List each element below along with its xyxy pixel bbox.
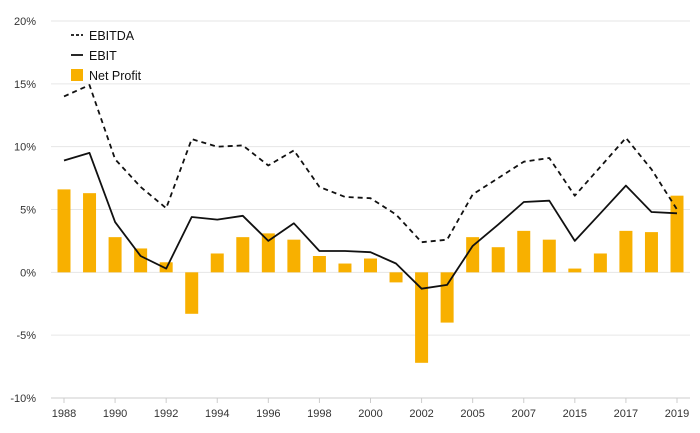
x-tick-label: 2005 xyxy=(460,408,484,420)
ebitda-line xyxy=(63,84,678,244)
y-tick-label: 20% xyxy=(14,16,36,28)
net-profit-bar xyxy=(108,237,122,273)
grid-lines xyxy=(51,20,690,336)
net-profit-bar xyxy=(338,263,352,273)
net-profit-bars xyxy=(57,189,684,363)
x-tick-label: 2000 xyxy=(358,408,382,420)
x-tick-label: 2007 xyxy=(512,408,536,420)
x-tick-label: 2015 xyxy=(563,408,587,420)
net-profit-bar xyxy=(312,255,326,273)
net-profit-bar xyxy=(261,233,275,273)
net-profit-bar xyxy=(389,272,403,283)
y-tick-label: 10% xyxy=(14,142,36,154)
legend-label-net-profit: Net Profit xyxy=(89,69,142,83)
x-tick-label: 1990 xyxy=(103,408,127,420)
net-profit-bar xyxy=(593,253,607,273)
x-tick-label: 1996 xyxy=(256,408,280,420)
y-tick-label: -10% xyxy=(10,393,36,405)
legend-label-ebitda: EBITDA xyxy=(89,29,135,43)
x-tick-label: 2017 xyxy=(614,408,638,420)
net-profit-bar xyxy=(568,268,582,273)
legend: EBITDA EBIT Net Profit xyxy=(71,29,142,83)
legend-item-net-profit: Net Profit xyxy=(71,69,142,83)
legend-item-ebit: EBIT xyxy=(71,49,117,63)
y-tick-label: 0% xyxy=(20,267,36,279)
y-axis-ticks: 20% 15% 10% 5% 0% -5% -10% xyxy=(10,16,36,405)
x-tick-label: 1992 xyxy=(154,408,178,420)
net-profit-bar xyxy=(440,272,454,323)
y-tick-label: -5% xyxy=(16,330,36,342)
net-profit-bar xyxy=(236,237,250,273)
ebit-line xyxy=(63,151,678,290)
net-profit-bar xyxy=(619,230,633,273)
net-profit-bar xyxy=(287,239,301,273)
x-tick-label: 1998 xyxy=(307,408,331,420)
net-profit-bar xyxy=(57,189,71,273)
net-profit-bar xyxy=(670,195,684,273)
net-profit-bar xyxy=(185,272,199,314)
series-lines xyxy=(63,84,678,290)
net-profit-bar xyxy=(644,232,658,273)
net-profit-bar xyxy=(415,272,429,363)
net-profit-bar xyxy=(491,247,505,273)
x-tick-label: 2002 xyxy=(409,408,433,420)
net-profit-bar xyxy=(517,230,531,273)
x-axis-ticks: 1988 1990 1992 1994 1996 1998 2000 2002 2005 2007… xyxy=(52,398,689,420)
x-tick-label: 1994 xyxy=(205,408,229,420)
net-profit-bar xyxy=(364,258,377,273)
net-profit-bar xyxy=(134,248,148,273)
y-tick-label: 15% xyxy=(14,79,36,91)
net-profit-bar xyxy=(542,239,556,273)
net-profit-bar xyxy=(83,193,97,273)
x-tick-label: 1988 xyxy=(52,408,76,420)
x-tick-label: 2019 xyxy=(665,408,689,420)
y-tick-label: 5% xyxy=(20,205,36,217)
net-profit-bar xyxy=(466,237,480,273)
legend-label-ebit: EBIT xyxy=(89,49,117,63)
net-profit-bar xyxy=(210,253,224,273)
legend-item-ebitda: EBITDA xyxy=(71,29,135,43)
legend-swatch-net-profit xyxy=(71,69,83,81)
